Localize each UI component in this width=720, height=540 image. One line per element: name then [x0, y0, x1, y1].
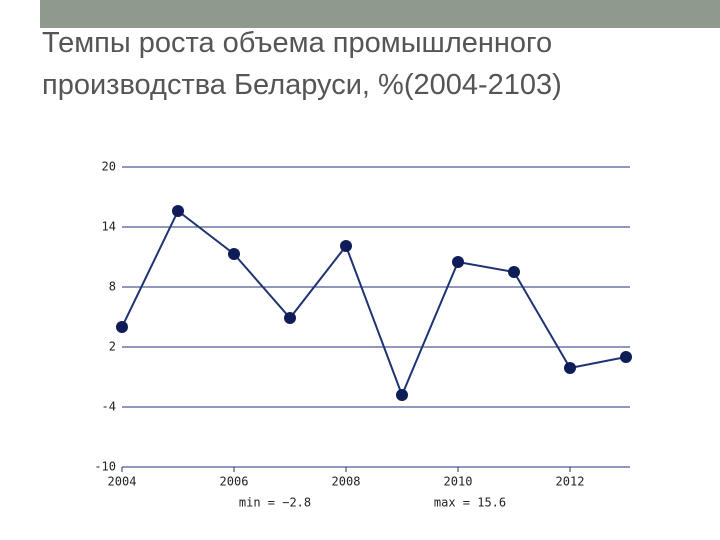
y-tick-label: 8: [109, 280, 116, 294]
x-tick-label: 2010: [444, 475, 473, 489]
marker: [340, 240, 352, 252]
header-bar: [40, 0, 720, 28]
y-tick-label: 2: [109, 340, 116, 354]
marker: [116, 321, 128, 333]
line: [121, 209, 627, 398]
marker: [620, 351, 632, 363]
y-tick-label: 14: [102, 220, 116, 234]
marker: [172, 205, 184, 217]
y-tick-label: 20: [102, 160, 116, 174]
marker: [284, 312, 296, 324]
marker: [508, 266, 520, 278]
y-tick-label: -4: [102, 400, 116, 414]
x-tick-label: 2004: [108, 475, 137, 489]
y-tick-label: -10: [94, 460, 116, 474]
marker: [228, 248, 240, 260]
x-tick-label: 2006: [220, 475, 249, 489]
x-tick-label: 2008: [332, 475, 361, 489]
annotation: max = 15.6: [434, 496, 506, 510]
marker: [564, 362, 576, 374]
marker: [396, 389, 408, 401]
chart-title: Темпы роста объема промышленного произво…: [42, 27, 562, 101]
x-tick-label: 2012: [556, 475, 585, 489]
marker: [452, 256, 464, 268]
annotation: min = −2.8: [239, 496, 311, 510]
